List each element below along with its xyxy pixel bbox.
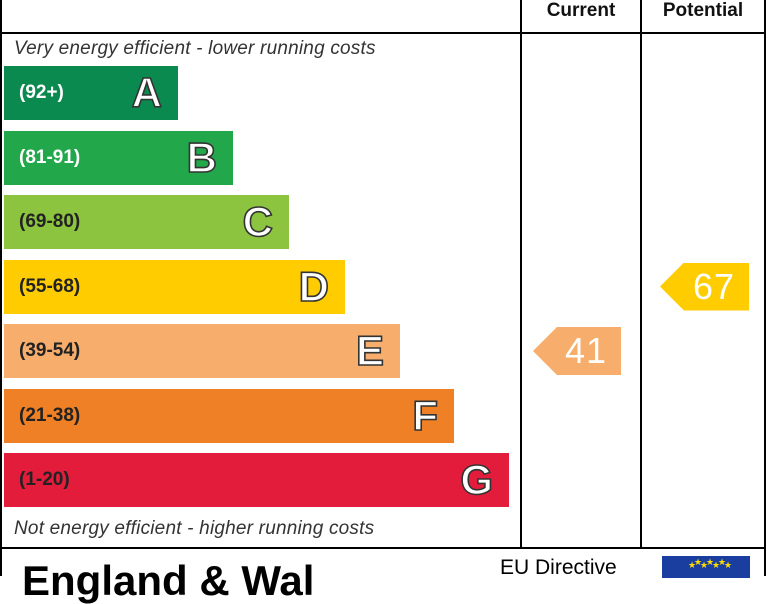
current-rating-value: 41 (564, 330, 607, 371)
band-a: (92+) A (4, 66, 178, 120)
eu-directive-label: EU Directive (500, 556, 617, 579)
band-range-label: (92+) (19, 82, 64, 103)
eu-star-icon: ★ (688, 560, 697, 570)
band-range-label: (21-38) (19, 404, 81, 426)
band-range-label: (69-80) (19, 211, 81, 232)
frame-right (764, 0, 766, 576)
band-letter: A (131, 68, 163, 117)
band-letter: B (186, 133, 218, 182)
potential-rating-value: 67 (692, 265, 735, 307)
eu-star-icon: ★ (718, 557, 727, 567)
band-range-label: (1-20) (19, 469, 70, 490)
band-c: (69-80) C (4, 195, 289, 249)
band-e: (39-54) E (4, 324, 400, 378)
band-f: (21-38) F (4, 388, 454, 443)
band-b: (81-91) B (4, 130, 233, 185)
band-letter: D (298, 262, 330, 311)
divider-current (520, 0, 522, 548)
bottom-note: Not energy efficient - higher running co… (14, 518, 375, 539)
footer-rule (0, 547, 766, 549)
eu-star-icon: ★ (694, 557, 703, 567)
band-range-label: (81-91) (19, 146, 81, 168)
eu-flag-icon: ★ ★ ★ ★ ★ ★ ★ (662, 556, 750, 578)
current-header: Current (546, 0, 616, 21)
band-letter: F (412, 391, 439, 440)
band-range-label: (39-54) (19, 340, 81, 361)
top-note: Very energy efficient - lower running co… (14, 38, 376, 59)
band-letter: G (460, 455, 494, 504)
current-rating-arrow: 41 (533, 327, 621, 375)
band-letter: C (242, 197, 274, 246)
frame-left (0, 0, 2, 576)
band-letter: E (355, 326, 385, 375)
eu-star-icon: ★ (724, 560, 733, 570)
divider-potential (640, 0, 642, 548)
potential-header: Potential (662, 0, 744, 21)
header-rule (0, 32, 766, 34)
potential-rating-arrow: 67 (660, 262, 749, 311)
eu-star-icon: ★ (706, 557, 715, 567)
eu-star-icon: ★ (712, 560, 721, 570)
footer-title: England & Wal (22, 557, 315, 604)
eu-star-icon: ★ (700, 560, 709, 570)
band-g: (1-20) G (4, 453, 509, 507)
band-range-label: (55-68) (19, 275, 81, 297)
band-d: (55-68) D (4, 259, 345, 314)
